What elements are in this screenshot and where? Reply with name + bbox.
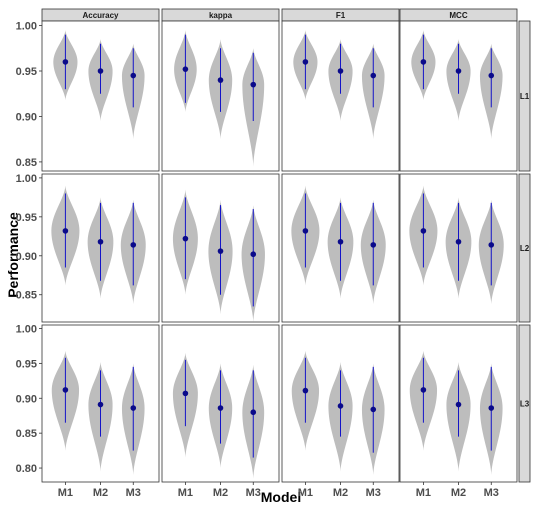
strip-l3 bbox=[518, 324, 531, 483]
y-tick-label: 0.85 bbox=[16, 428, 37, 440]
mean-point-l2-mcc-m1 bbox=[420, 228, 427, 234]
mean-point-l3-mcc-m3 bbox=[488, 405, 495, 411]
x-tick-label-m2: M2 bbox=[213, 487, 228, 499]
x-tick-label-m3: M3 bbox=[366, 487, 381, 499]
mean-point-l1-f1-m2 bbox=[337, 68, 344, 74]
mean-point-l2-accuracy-m2 bbox=[97, 238, 104, 245]
mean-point-l3-kappa-m2 bbox=[217, 405, 224, 411]
y-axis-title: Performance bbox=[5, 212, 21, 298]
mean-point-l1-kappa-m3 bbox=[250, 81, 257, 88]
mean-point-l1-accuracy-m3 bbox=[130, 72, 137, 79]
x-tick-label-m2: M2 bbox=[93, 487, 108, 499]
mean-point-l2-mcc-m3 bbox=[488, 242, 495, 248]
mean-point-l1-kappa-m2 bbox=[217, 77, 224, 83]
mean-point-l2-kappa-m3 bbox=[250, 251, 257, 258]
mean-point-l2-f1-m1 bbox=[302, 228, 309, 234]
mean-point-l1-mcc-m2 bbox=[455, 68, 462, 74]
y-tick-label: 0.95 bbox=[16, 66, 37, 78]
mean-point-l2-f1-m3 bbox=[370, 242, 377, 248]
mean-point-l3-accuracy-m3 bbox=[130, 405, 137, 411]
mean-point-l2-accuracy-m1 bbox=[62, 228, 69, 234]
y-tick-label: 0.95 bbox=[16, 212, 37, 224]
strip-l2 bbox=[518, 173, 531, 323]
strip-label-l2: L2 bbox=[520, 244, 530, 253]
x-tick-label-m1: M1 bbox=[58, 487, 73, 499]
mean-point-l1-mcc-m3 bbox=[488, 72, 495, 79]
strip-label-mcc: MCC bbox=[449, 11, 467, 20]
mean-point-l2-kappa-m1 bbox=[182, 235, 189, 242]
x-axis-title: Model bbox=[261, 489, 301, 505]
y-tick-label: 1.00 bbox=[16, 173, 37, 185]
x-tick-label-m2: M2 bbox=[333, 487, 348, 499]
strip-label-kappa: kappa bbox=[209, 11, 233, 20]
x-tick-label-m3: M3 bbox=[126, 487, 141, 499]
x-tick-label-m2: M2 bbox=[451, 487, 466, 499]
y-tick-label: 0.90 bbox=[16, 111, 37, 123]
x-tick-label-m3: M3 bbox=[484, 487, 499, 499]
strip-label-accuracy: Accuracy bbox=[82, 11, 119, 20]
y-tick-label: 1.00 bbox=[16, 21, 37, 33]
y-tick-label: 0.80 bbox=[16, 463, 37, 475]
mean-point-l1-f1-m3 bbox=[370, 72, 377, 79]
mean-point-l3-mcc-m1 bbox=[420, 387, 427, 393]
strip-l1 bbox=[518, 20, 531, 172]
mean-point-l3-mcc-m2 bbox=[455, 401, 462, 408]
mean-point-l3-accuracy-m1 bbox=[62, 387, 69, 393]
strip-label-l3: L3 bbox=[520, 400, 530, 409]
mean-point-l3-f1-m2 bbox=[337, 403, 344, 409]
mean-point-l3-kappa-m3 bbox=[250, 409, 257, 416]
x-tick-label-m1: M1 bbox=[298, 487, 313, 499]
plot-area: Accuracy kappa F1 MCC L1 0.85 0.90 0.95 1.00 L2 0.… bbox=[16, 8, 531, 499]
x-tick-label-m3: M3 bbox=[246, 487, 261, 499]
y-tick-label: 0.90 bbox=[16, 251, 37, 263]
mean-point-l1-accuracy-m1 bbox=[62, 59, 69, 65]
strip-label-f1: F1 bbox=[336, 11, 346, 20]
mean-point-l3-accuracy-m2 bbox=[97, 401, 104, 408]
mean-point-l1-f1-m1 bbox=[302, 59, 309, 65]
y-tick-label: 0.95 bbox=[16, 358, 37, 370]
mean-point-l1-kappa-m1 bbox=[182, 66, 189, 72]
strip-label-l1: L1 bbox=[520, 92, 530, 101]
y-tick-label: 0.90 bbox=[16, 393, 37, 405]
mean-point-l1-mcc-m1 bbox=[420, 59, 427, 65]
y-tick-label: 0.85 bbox=[16, 290, 37, 302]
mean-point-l3-kappa-m1 bbox=[182, 390, 189, 397]
mean-point-l1-accuracy-m2 bbox=[97, 68, 104, 74]
x-tick-label-m1: M1 bbox=[416, 487, 431, 499]
mean-point-l2-accuracy-m3 bbox=[130, 242, 137, 248]
mean-point-l2-mcc-m2 bbox=[455, 238, 462, 245]
y-tick-label: 1.00 bbox=[16, 323, 37, 335]
mean-point-l3-f1-m3 bbox=[370, 406, 377, 413]
mean-point-l2-f1-m2 bbox=[337, 238, 344, 245]
x-tick-label-m1: M1 bbox=[178, 487, 193, 499]
y-tick-label: 0.85 bbox=[16, 157, 37, 169]
mean-point-l3-f1-m1 bbox=[302, 387, 309, 394]
mean-point-l2-kappa-m2 bbox=[217, 248, 224, 254]
